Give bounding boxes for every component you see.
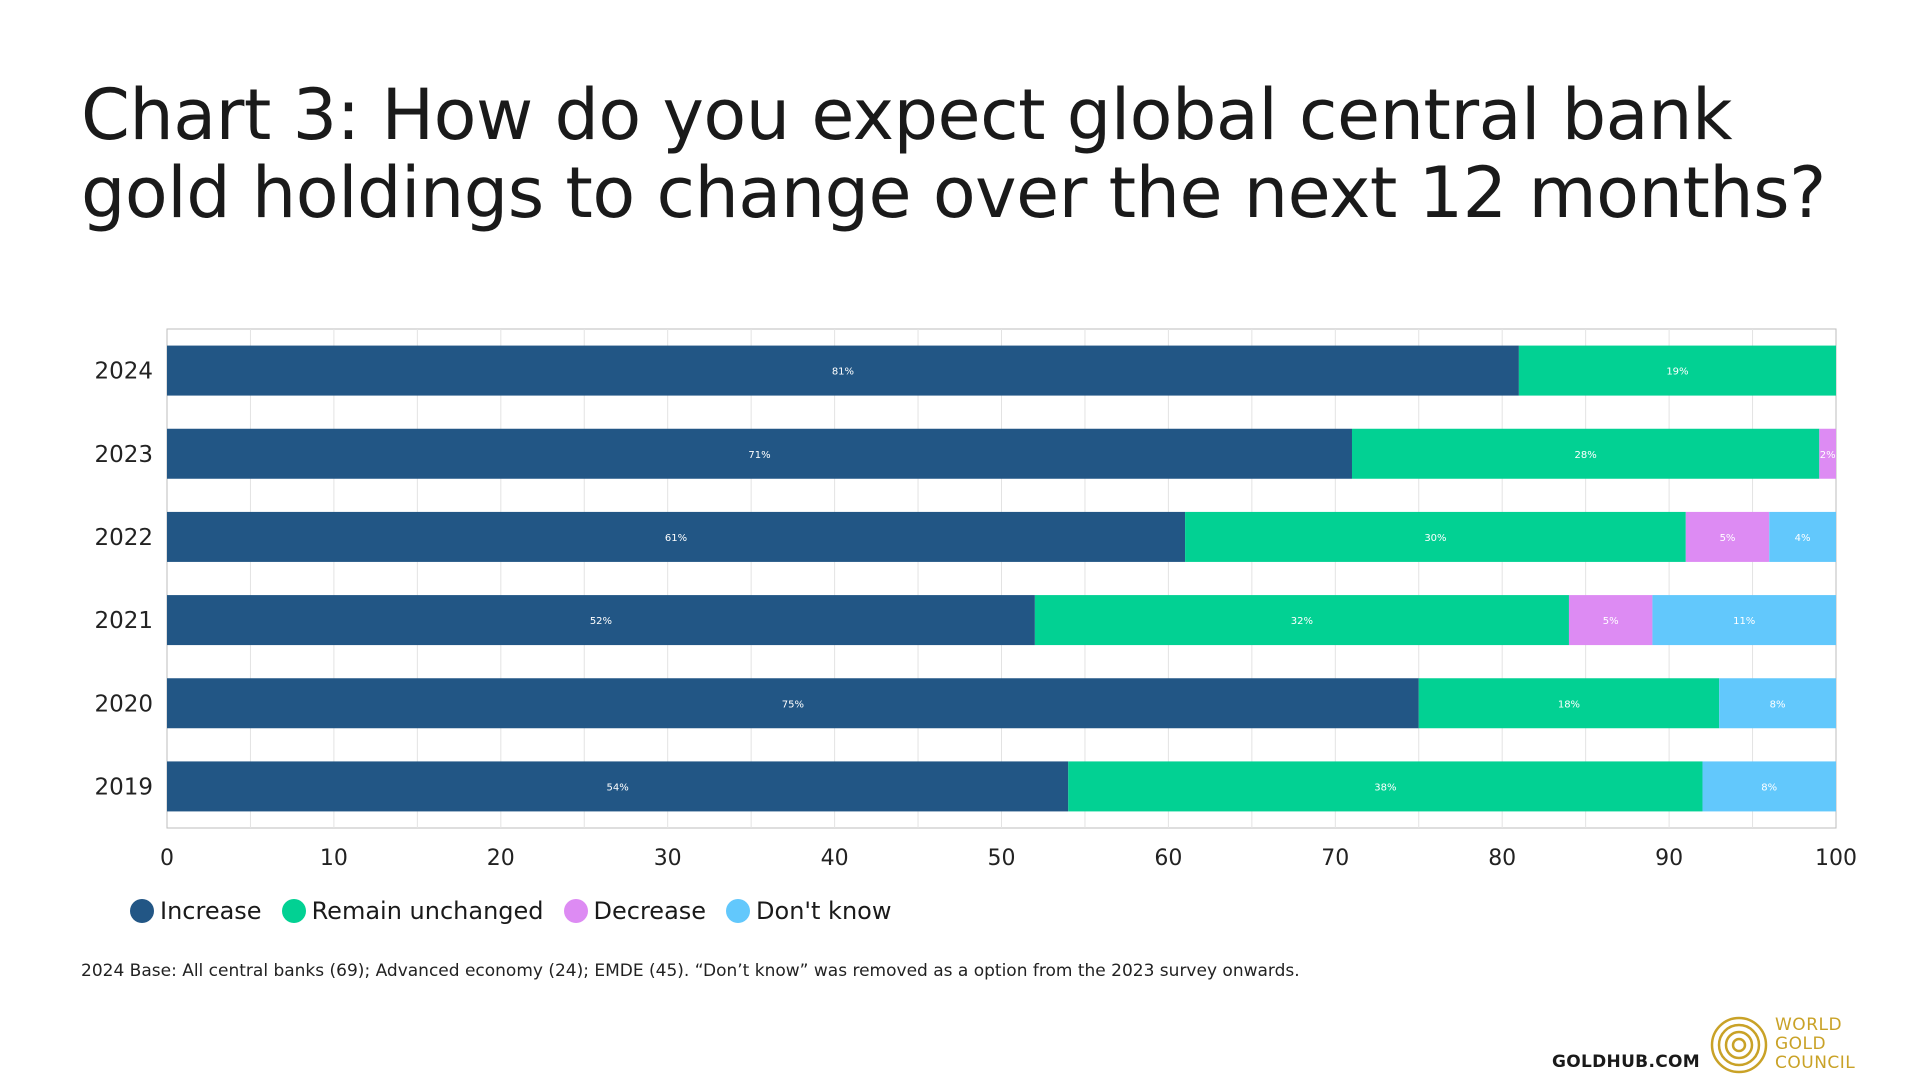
legend-label-decrease: Decrease: [593, 897, 707, 925]
data-label: 38%: [1374, 782, 1396, 793]
x-tick-label: 90: [1655, 846, 1683, 871]
brand-wordmark: WORLD GOLD COUNCIL: [1775, 1016, 1855, 1073]
bar-segment-remain-unchanged: [1034, 595, 1569, 646]
y-category-label: 2022: [94, 525, 153, 551]
y-category-label: 2020: [94, 691, 153, 717]
legend-label-remain-unchanged: Remain unchanged: [311, 897, 544, 925]
data-label: 81%: [832, 367, 854, 378]
data-label: 61%: [665, 533, 687, 544]
bar-segment-increase: [167, 428, 1352, 479]
data-label: 4%: [1795, 533, 1811, 544]
y-category-label: 2023: [94, 442, 153, 468]
bar-segment-decrease: [1685, 511, 1770, 562]
x-tick-label: 20: [487, 846, 515, 871]
y-category-label: 2024: [94, 359, 153, 385]
brand-line-3: COUNCIL: [1775, 1053, 1856, 1073]
legend-swatch-decrease: [563, 899, 588, 923]
x-tick-label: 30: [654, 846, 682, 871]
data-label: 54%: [607, 782, 629, 793]
data-label: 8%: [1761, 782, 1777, 793]
bar-segment-remain-unchanged: [1185, 511, 1686, 562]
legend-item-dont-know: Don't know: [726, 897, 891, 925]
legend-label-dont-know: Don't know: [756, 897, 892, 925]
data-label: 52%: [590, 616, 612, 627]
legend-swatch-dont-know: [726, 899, 751, 923]
x-tick-label: 50: [988, 846, 1016, 871]
data-label: 28%: [1575, 450, 1597, 461]
x-tick-label: 100: [1815, 846, 1857, 871]
data-label: 5%: [1720, 533, 1736, 544]
legend-swatch-remain-unchanged: [281, 899, 306, 923]
x-tick-label: 60: [1154, 846, 1182, 871]
x-tick-label: 70: [1321, 846, 1349, 871]
chart-legend: Increase Remain unchanged Decrease Don't…: [130, 893, 891, 929]
chart-title: Chart 3: How do you expect global centra…: [81, 74, 1826, 234]
x-tick-label: 40: [821, 846, 849, 871]
bar-segment-remain-unchanged: [1351, 428, 1820, 479]
legend-item-remain-unchanged: Remain unchanged: [281, 897, 544, 925]
x-tick-label: 10: [320, 846, 348, 871]
legend-label-increase: Increase: [160, 897, 262, 925]
bar-segment-increase: [167, 678, 1419, 729]
legend-item-decrease: Decrease: [563, 897, 707, 925]
data-label: 5%: [1603, 616, 1619, 627]
bar-segment-remain-unchanged: [1418, 678, 1720, 729]
bar-segment-remain-unchanged: [1518, 345, 1836, 396]
data-label: 8%: [1770, 699, 1786, 710]
bar-segment-increase: [167, 345, 1519, 396]
data-label: 2%: [1820, 450, 1836, 461]
data-label: 71%: [748, 450, 770, 461]
bar-segment-increase: [167, 511, 1186, 562]
bar-segment-increase: [167, 595, 1035, 646]
x-tick-label: 0: [160, 846, 174, 871]
bar-segment-don-t-know: [1702, 761, 1836, 812]
gold-council-logo-icon: [1710, 1016, 1768, 1074]
bar-segment-increase: [167, 761, 1069, 812]
data-label: 75%: [782, 699, 804, 710]
y-category-label: 2021: [94, 608, 153, 634]
bar-segment-don-t-know: [1719, 678, 1836, 729]
stacked-bar-chart: 0 10 20 30 40 50 60 70 80 90 100 2024 81% 19% 2023 71% 2…: [94, 328, 1857, 871]
data-label: 18%: [1558, 699, 1580, 710]
brand-line-1: WORLD: [1775, 1015, 1843, 1035]
x-tick-label: 80: [1488, 846, 1516, 871]
footnote: 2024 Base: All central banks (69); Advan…: [81, 961, 1300, 981]
brand-line-2: GOLD: [1775, 1034, 1827, 1054]
bar-segment-remain-unchanged: [1068, 761, 1703, 812]
y-category-label: 2019: [94, 774, 153, 800]
data-label: 19%: [1666, 367, 1688, 378]
bar-segment-don-t-know: [1769, 511, 1836, 562]
bar-segment-decrease: [1819, 428, 1836, 479]
bar-segment-decrease: [1568, 595, 1653, 646]
legend-swatch-increase: [130, 899, 154, 923]
data-label: 30%: [1424, 533, 1446, 544]
bar-segment-don-t-know: [1652, 595, 1836, 646]
data-label: 11%: [1733, 616, 1755, 627]
site-link[interactable]: GOLDHUB.COM: [1552, 1052, 1700, 1072]
legend-item-increase: Increase: [130, 897, 262, 925]
data-label: 32%: [1291, 616, 1313, 627]
